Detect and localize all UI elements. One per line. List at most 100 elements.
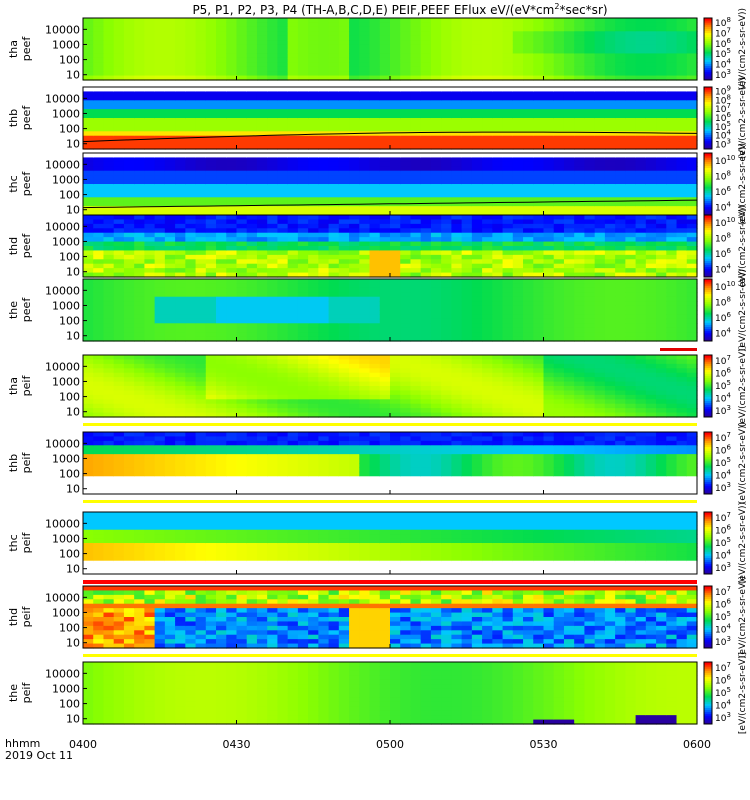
heatmap-cell: [83, 35, 94, 41]
heatmap-cell: [83, 296, 94, 302]
heatmap-cell: [195, 412, 207, 418]
heatmap-cell: [553, 91, 565, 97]
heatmap-cell: [175, 246, 186, 252]
heatmap-cell: [113, 104, 125, 110]
heatmap-cell: [349, 283, 360, 289]
colorbar-cell: [704, 206, 712, 210]
heatmap-cell: [318, 118, 330, 124]
heatmap-cell: [83, 368, 94, 374]
heatmap-cell: [563, 22, 575, 28]
heatmap-cell: [400, 232, 412, 238]
heatmap-cell: [256, 336, 268, 342]
heatmap-cell: [369, 314, 381, 320]
heatmap-cell: [461, 91, 473, 97]
heatmap-cell: [441, 135, 452, 141]
colorbar-cell: [704, 258, 712, 261]
heatmap-cell: [379, 175, 391, 181]
heatmap-cell: [512, 62, 524, 68]
heatmap-cell: [400, 241, 412, 247]
heatmap-cell: [461, 287, 473, 293]
heatmap-cell: [123, 18, 135, 24]
heatmap-cell: [676, 91, 688, 97]
heatmap-cell: [666, 109, 678, 115]
heatmap-cell: [676, 144, 688, 150]
heatmap-cell: [523, 188, 534, 194]
heatmap-cell: [574, 197, 586, 203]
heatmap-cell: [236, 113, 248, 119]
heatmap-cell: [686, 272, 698, 278]
heatmap-cell: [246, 188, 258, 194]
heatmap-cell: [287, 228, 299, 234]
colorbar-cell: [704, 165, 712, 168]
heatmap-cell: [512, 31, 524, 37]
heatmap-cell: [123, 381, 135, 387]
heatmap-cell: [256, 246, 268, 252]
heatmap-cell: [584, 35, 596, 41]
heatmap-cell: [328, 254, 340, 260]
heatmap-cell: [594, 301, 606, 307]
heatmap-cell: [256, 327, 268, 333]
heatmap-cell: [205, 206, 217, 212]
heatmap-cell: [349, 26, 360, 32]
heatmap-cell: [430, 109, 442, 115]
heatmap-cell: [441, 22, 452, 28]
heatmap-cell: [492, 272, 504, 278]
heatmap-cell: [645, 40, 657, 46]
heatmap-cell: [656, 287, 667, 293]
heatmap-cell: [369, 381, 381, 387]
heatmap-cell: [533, 184, 545, 190]
heatmap-cell: [113, 18, 125, 24]
heatmap-cell: [390, 192, 401, 198]
heatmap-cell: [175, 287, 186, 293]
heatmap-cell: [236, 157, 248, 163]
heatmap-cell: [195, 241, 207, 247]
heatmap-cell: [134, 140, 145, 146]
heatmap-cell: [144, 363, 156, 369]
heatmap-cell: [656, 75, 667, 81]
heatmap-cell: [400, 355, 412, 361]
heatmap-cell: [625, 135, 637, 141]
heatmap-cell: [615, 53, 626, 59]
heatmap-cell: [318, 268, 330, 274]
heatmap-cell: [604, 223, 616, 229]
heatmap-cell: [236, 49, 248, 55]
heatmap-cell: [563, 215, 575, 221]
heatmap-cell: [379, 87, 391, 93]
heatmap-cell: [615, 157, 626, 163]
heatmap-cell: [492, 153, 504, 159]
heatmap-cell: [256, 118, 268, 124]
heatmap-cell: [543, 109, 555, 115]
heatmap-cell: [236, 232, 248, 238]
heatmap-cell: [154, 31, 166, 37]
heatmap-cell: [441, 386, 452, 392]
heatmap-cell: [441, 363, 452, 369]
heatmap-cell: [144, 122, 156, 128]
heatmap-cell: [328, 408, 340, 414]
heatmap-cell: [144, 268, 156, 274]
heatmap-cell: [256, 91, 268, 97]
heatmap-cell: [236, 228, 248, 234]
heatmap-cell: [512, 296, 524, 302]
heatmap-cell: [584, 310, 596, 316]
heatmap-cell: [175, 18, 186, 24]
heatmap-cell: [359, 394, 371, 400]
heatmap-cell: [471, 161, 483, 167]
colorbar-cell: [704, 105, 712, 109]
heatmap-cell: [123, 131, 135, 137]
heatmap-cell: [686, 268, 698, 274]
heatmap-cell: [390, 279, 401, 285]
heatmap-cell: [103, 215, 115, 221]
heatmap-cell: [574, 318, 586, 324]
y-tick-label: 10000: [45, 92, 80, 105]
heatmap-cell: [328, 40, 340, 46]
heatmap-cell: [236, 408, 248, 414]
colorbar-cell: [704, 272, 712, 276]
heatmap-cell: [635, 197, 647, 203]
heatmap-cell: [154, 283, 166, 289]
heatmap-cell: [216, 26, 227, 32]
heatmap-cell: [584, 201, 596, 207]
heatmap-cell: [686, 310, 698, 316]
heatmap-cell: [461, 232, 473, 238]
heatmap-cell: [604, 122, 616, 128]
heatmap-cell: [461, 62, 473, 68]
